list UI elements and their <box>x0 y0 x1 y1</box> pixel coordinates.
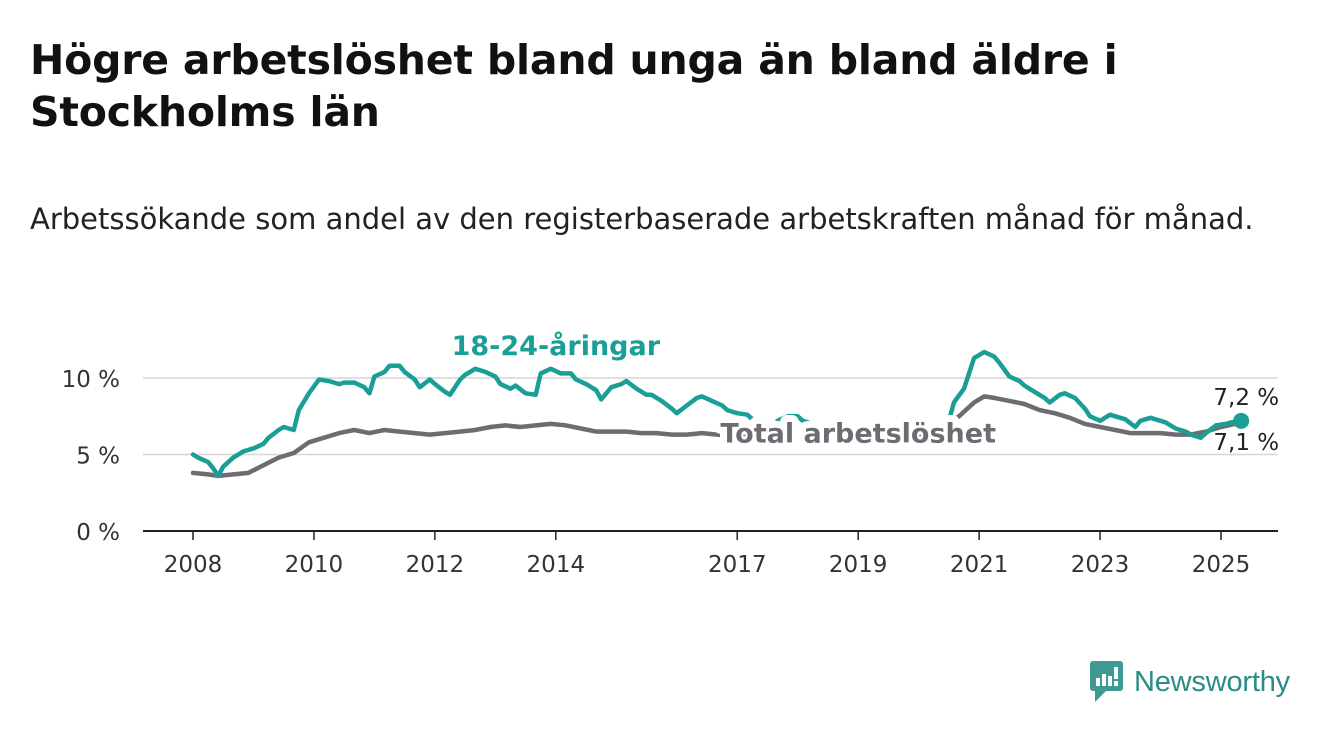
y-tick-label: 0 % <box>76 520 120 546</box>
x-tick-label: 2008 <box>164 552 223 578</box>
series-line-youth <box>190 349 1244 479</box>
inline-label-youth: 18-24-åringar <box>452 330 661 362</box>
brand-logo: Newsworthy <box>1089 660 1290 704</box>
series-end-dot-youth <box>1233 412 1250 429</box>
x-tick-label: 2023 <box>1071 552 1130 578</box>
y-tick-label: 10 % <box>62 367 120 393</box>
end-label-youth: 7,2 % <box>1213 385 1279 411</box>
chart-title: Högre arbetslöshet bland unga än bland ä… <box>30 36 1118 136</box>
series-line-total <box>190 394 1244 479</box>
x-tick-label: 2014 <box>527 552 586 578</box>
chart-subtitle: Arbetssökande som andel av den registerb… <box>30 202 1254 236</box>
x-tick-label: 2025 <box>1192 552 1251 578</box>
end-label-total: 7,1 % <box>1213 430 1279 456</box>
gridlines <box>143 377 1278 456</box>
x-tick-label: 2010 <box>285 552 344 578</box>
series-lines <box>190 349 1250 479</box>
x-tick-label: 2017 <box>708 552 767 578</box>
inline-label-total: Total arbetslöshet <box>720 418 996 449</box>
x-tick-label: 2021 <box>950 552 1009 578</box>
series-labels: 7,2 % 7,1 % 18-24-åringar Total arbetslöshe… <box>445 323 1280 456</box>
x-tick-label: 2012 <box>406 552 465 578</box>
bar-chart-speech-bubble-icon <box>1090 661 1123 702</box>
x-axis: 2008 2010 2012 2014 2017 2019 2021 2023 2025 <box>143 530 1278 578</box>
y-tick-label: 5 % <box>76 444 120 470</box>
brand-name: Newsworthy <box>1134 665 1290 698</box>
x-tick-label: 2019 <box>829 552 888 578</box>
y-axis-tick-labels: 0 % 5 % 10 % <box>62 367 120 546</box>
